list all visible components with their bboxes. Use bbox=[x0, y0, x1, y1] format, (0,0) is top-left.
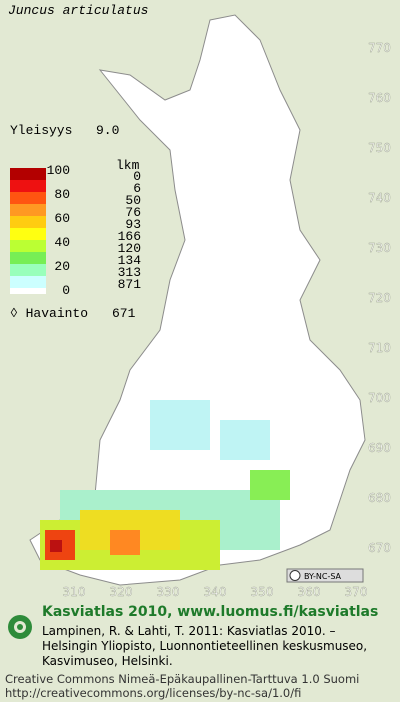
color-scale bbox=[10, 168, 46, 294]
citation-line: Helsingin Yliopisto, Luonnontieteellinen… bbox=[42, 639, 367, 653]
x-axis-label: 320 bbox=[110, 585, 133, 599]
y-axis-label: 700 bbox=[368, 391, 391, 405]
country-outline bbox=[29, 14, 366, 586]
y-axis-label: 740 bbox=[368, 191, 391, 205]
count-value: 871 bbox=[118, 277, 142, 292]
x-axis-label: 340 bbox=[204, 585, 227, 599]
count-value: 166 bbox=[118, 229, 141, 244]
y-axis-label: 730 bbox=[368, 241, 391, 255]
license-line: Creative Commons Nimeä-Epäkaupallinen-Ta… bbox=[5, 672, 359, 686]
y-axis-label: 680 bbox=[368, 491, 391, 505]
scale-label: 80 bbox=[54, 187, 70, 202]
footer-heading: Kasviatlas 2010, www.luomus.fi/kasviatla… bbox=[42, 604, 378, 620]
count-value: 93 bbox=[125, 217, 141, 232]
count-value: 76 bbox=[125, 205, 141, 220]
y-axis-label: 750 bbox=[368, 141, 391, 155]
y-axis-label: 710 bbox=[368, 341, 391, 355]
license-line: http://creativecommons.org/licenses/by-n… bbox=[5, 686, 301, 700]
y-axis-label: 720 bbox=[368, 291, 391, 305]
y-axis-label: 760 bbox=[368, 91, 391, 105]
license-badge: BY-NC-SA bbox=[286, 568, 364, 583]
x-axis-label: 360 bbox=[298, 585, 321, 599]
count-header: lkm bbox=[116, 158, 140, 173]
observation-value: 671 bbox=[112, 306, 136, 321]
scale-label: 100 bbox=[47, 163, 70, 178]
x-axis-label: 330 bbox=[157, 585, 180, 599]
occurrence-cells bbox=[40, 400, 290, 570]
count-value: 50 bbox=[125, 193, 141, 208]
scale-label: 60 bbox=[54, 211, 70, 226]
y-axis-label: 690 bbox=[368, 441, 391, 455]
citation-line: Kasvimuseo, Helsinki. bbox=[42, 654, 173, 668]
count-value: 6 bbox=[133, 181, 141, 196]
observation-label: ◊ Havainto bbox=[10, 306, 88, 321]
scale-label: 40 bbox=[54, 235, 70, 250]
scale-label: 20 bbox=[54, 259, 70, 274]
x-axis-label: 350 bbox=[251, 585, 274, 599]
x-axis-label: 310 bbox=[63, 585, 86, 599]
scale-label: 0 bbox=[62, 283, 70, 298]
observation-text: Havainto bbox=[26, 306, 88, 321]
species-title: Juncus articulatus bbox=[8, 3, 148, 18]
frequency-value: 9.0 bbox=[96, 123, 119, 138]
y-axis-label: 770 bbox=[368, 41, 391, 55]
x-axis-label: 370 bbox=[345, 585, 368, 599]
count-value: 120 bbox=[118, 241, 141, 256]
count-value: 0 bbox=[133, 169, 141, 184]
badge-text: BY-NC-SA bbox=[304, 572, 342, 581]
count-value: 134 bbox=[118, 253, 142, 268]
citation-line: Lampinen, R. & Lahti, T. 2011: Kasviatla… bbox=[42, 624, 336, 638]
y-axis-label: 670 bbox=[368, 541, 391, 555]
logo bbox=[8, 615, 32, 639]
frequency-label: Yleisyys bbox=[10, 123, 72, 138]
count-value: 313 bbox=[118, 265, 141, 280]
